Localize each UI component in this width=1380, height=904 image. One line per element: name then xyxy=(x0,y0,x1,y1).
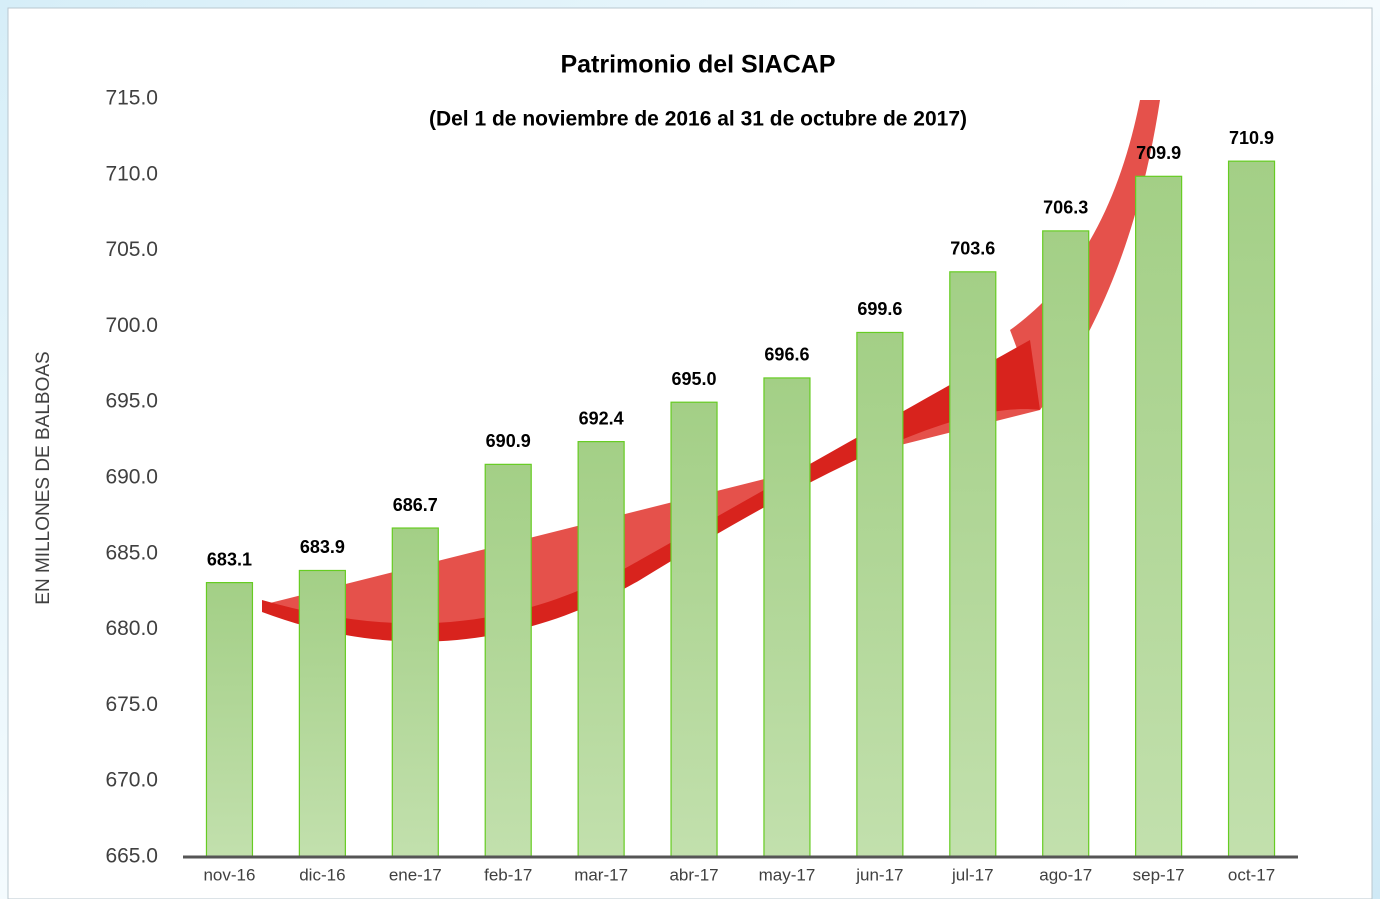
bar xyxy=(1229,161,1275,857)
x-tick-label: nov-16 xyxy=(203,865,255,884)
y-tick-label: 690.0 xyxy=(105,466,158,489)
value-label: 699.6 xyxy=(857,299,902,319)
y-tick-label: 700.0 xyxy=(105,314,158,337)
x-tick-label: abr-17 xyxy=(669,865,718,884)
x-tick-label: mar-17 xyxy=(574,865,628,884)
x-tick-label: may-17 xyxy=(759,865,816,884)
y-tick-label: 705.0 xyxy=(105,238,158,261)
x-tick-label: ene-17 xyxy=(389,865,442,884)
y-tick-label: 685.0 xyxy=(105,541,158,564)
x-tick-label: oct-17 xyxy=(1228,865,1275,884)
bar xyxy=(1043,231,1089,857)
x-tick-label: ago-17 xyxy=(1039,865,1092,884)
value-label: 695.0 xyxy=(672,369,717,389)
bar xyxy=(392,528,438,857)
bar xyxy=(764,378,810,857)
x-tick-label: jul-17 xyxy=(951,865,994,884)
y-tick-label: 715.0 xyxy=(105,87,158,110)
y-tick-label: 680.0 xyxy=(105,617,158,640)
value-label: 686.7 xyxy=(393,495,438,515)
bar xyxy=(671,402,717,857)
y-tick-label: 675.0 xyxy=(105,693,158,716)
value-label: 710.9 xyxy=(1229,128,1274,148)
bar xyxy=(206,583,252,857)
value-label: 683.9 xyxy=(300,537,345,557)
chart: Patrimonio del SIACAP (Del 1 de noviembr… xyxy=(0,0,1380,899)
y-tick-label: 670.0 xyxy=(105,769,158,792)
y-axis-label: EN MILLONES DE BALBOAS xyxy=(33,351,54,604)
y-tick-label: 665.0 xyxy=(105,845,158,868)
x-tick-label: jun-17 xyxy=(855,865,903,884)
bar xyxy=(299,570,345,857)
y-tick-label: 710.0 xyxy=(105,162,158,185)
page: Patrimonio del SIACAP (Del 1 de noviembr… xyxy=(0,0,1380,899)
value-label: 703.6 xyxy=(950,239,995,259)
value-label: 692.4 xyxy=(579,408,624,428)
bar xyxy=(578,442,624,857)
value-label: 683.1 xyxy=(207,549,252,569)
value-label: 696.6 xyxy=(764,345,809,365)
x-tick-label: feb-17 xyxy=(484,865,532,884)
bar xyxy=(1136,176,1182,857)
value-label: 706.3 xyxy=(1043,198,1088,218)
chart-title: Patrimonio del SIACAP xyxy=(560,51,835,79)
y-tick-label: 695.0 xyxy=(105,390,158,413)
bar xyxy=(950,272,996,857)
bar xyxy=(485,464,531,857)
x-tick-label: sep-17 xyxy=(1133,865,1185,884)
bar xyxy=(857,332,903,857)
value-label: 709.9 xyxy=(1136,143,1181,163)
chart-subtitle: (Del 1 de noviembre de 2016 al 31 de oct… xyxy=(429,108,967,131)
x-tick-label: dic-16 xyxy=(299,865,345,884)
value-label: 690.9 xyxy=(486,431,531,451)
